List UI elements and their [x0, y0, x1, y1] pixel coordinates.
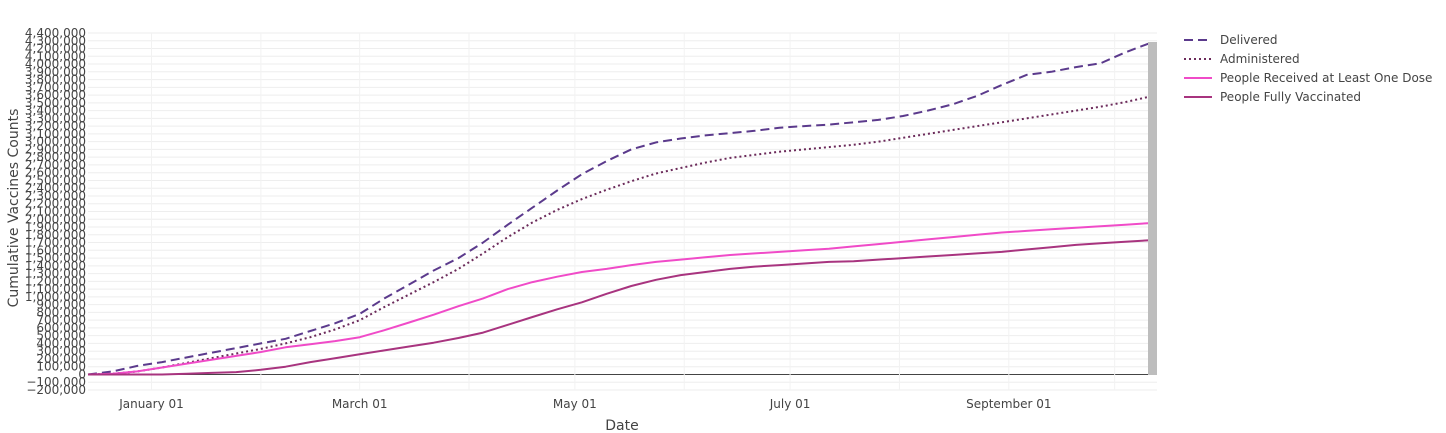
y-tick-label: 2,600,000: [25, 166, 86, 180]
y-tick-label: 2,200,000: [25, 197, 86, 211]
y-axis-ticks: −200,000−100,0000100,000200,000300,00040…: [25, 26, 86, 397]
y-tick-label: 2,400,000: [25, 181, 86, 195]
y-tick-label: 900,000: [36, 298, 86, 312]
y-tick-label: 4,100,000: [25, 49, 86, 63]
range-handle-bar[interactable]: [1148, 42, 1157, 375]
y-tick-label: 700,000: [36, 313, 86, 327]
y-tick-label: 4,400,000: [25, 26, 86, 40]
x-tick-label: January 01: [118, 397, 184, 411]
y-tick-label: 2,000,000: [25, 212, 86, 226]
y-tick-label: 2,700,000: [25, 158, 86, 172]
y-tick-label: 2,500,000: [25, 173, 86, 187]
y-tick-label: −200,000: [26, 383, 86, 397]
y-tick-label: 2,800,000: [25, 150, 86, 164]
legend-label: People Received at Least One Dose: [1220, 71, 1432, 85]
series-line-people-received-at-least-one-dose: [87, 222, 1150, 376]
y-tick-label: 4,200,000: [25, 42, 86, 56]
y-tick-label: 3,200,000: [25, 119, 86, 133]
series-line-people-fully-vaccinated: [88, 239, 1150, 376]
y-axis-title: Cumulative Vaccines Counts: [6, 109, 22, 308]
y-tick-label: 1,200,000: [25, 274, 86, 288]
legend-label: Delivered: [1220, 33, 1277, 47]
y-tick-label: 1,300,000: [25, 267, 86, 281]
y-tick-label: 3,300,000: [25, 111, 86, 125]
y-tick-label: 3,000,000: [25, 135, 86, 149]
x-tick-label: May 01: [553, 397, 597, 411]
y-tick-label: 100,000: [36, 360, 86, 374]
y-tick-label: 1,000,000: [25, 290, 86, 304]
y-tick-label: 300,000: [36, 344, 86, 358]
y-tick-label: 4,000,000: [25, 57, 86, 71]
y-tick-label: 1,600,000: [25, 243, 86, 257]
x-tick-label: March 01: [332, 397, 388, 411]
series-line-administered: [87, 95, 1151, 376]
y-tick-label: 3,700,000: [25, 80, 86, 94]
y-tick-label: −100,000: [26, 375, 86, 389]
y-tick-label: 3,500,000: [25, 96, 86, 110]
x-tick-label: September 01: [966, 397, 1051, 411]
y-tick-label: 1,500,000: [25, 251, 86, 265]
y-tick-label: 3,400,000: [25, 104, 86, 118]
x-axis-title: Date: [605, 418, 638, 433]
y-tick-label: 500,000: [36, 329, 86, 343]
y-tick-label: 1,800,000: [25, 228, 86, 242]
y-tick-label: 400,000: [36, 336, 86, 350]
legend-label: People Fully Vaccinated: [1220, 90, 1361, 104]
y-tick-label: 200,000: [36, 352, 86, 366]
y-tick-label: 2,300,000: [25, 189, 86, 203]
y-tick-label: 0: [78, 367, 86, 381]
y-tick-label: 3,600,000: [25, 88, 86, 102]
y-tick-label: 2,100,000: [25, 205, 86, 219]
y-tick-label: 4,300,000: [25, 34, 86, 48]
series-line-delivered: [87, 42, 1151, 376]
y-tick-label: 3,800,000: [25, 73, 86, 87]
y-tick-label: 2,900,000: [25, 142, 86, 156]
y-tick-label: 600,000: [36, 321, 86, 335]
legend: Delivered Administered People Received at …: [1184, 33, 1432, 104]
range-slider-handle[interactable]: [1148, 42, 1157, 375]
y-tick-label: 800,000: [36, 305, 86, 319]
y-tick-label: 1,900,000: [25, 220, 86, 234]
y-tick-label: 1,100,000: [25, 282, 86, 296]
y-tick-label: 1,700,000: [25, 236, 86, 250]
y-tick-label: 3,900,000: [25, 65, 86, 79]
x-tick-label: July 01: [769, 397, 811, 411]
series-lines: [87, 42, 1151, 376]
y-tick-label: 3,100,000: [25, 127, 86, 141]
x-axis-ticks: January 01 March 01 May 01 July 01 September…: [118, 397, 1051, 411]
y-tick-label: 1,400,000: [25, 259, 86, 273]
legend-label: Administered: [1220, 52, 1300, 66]
